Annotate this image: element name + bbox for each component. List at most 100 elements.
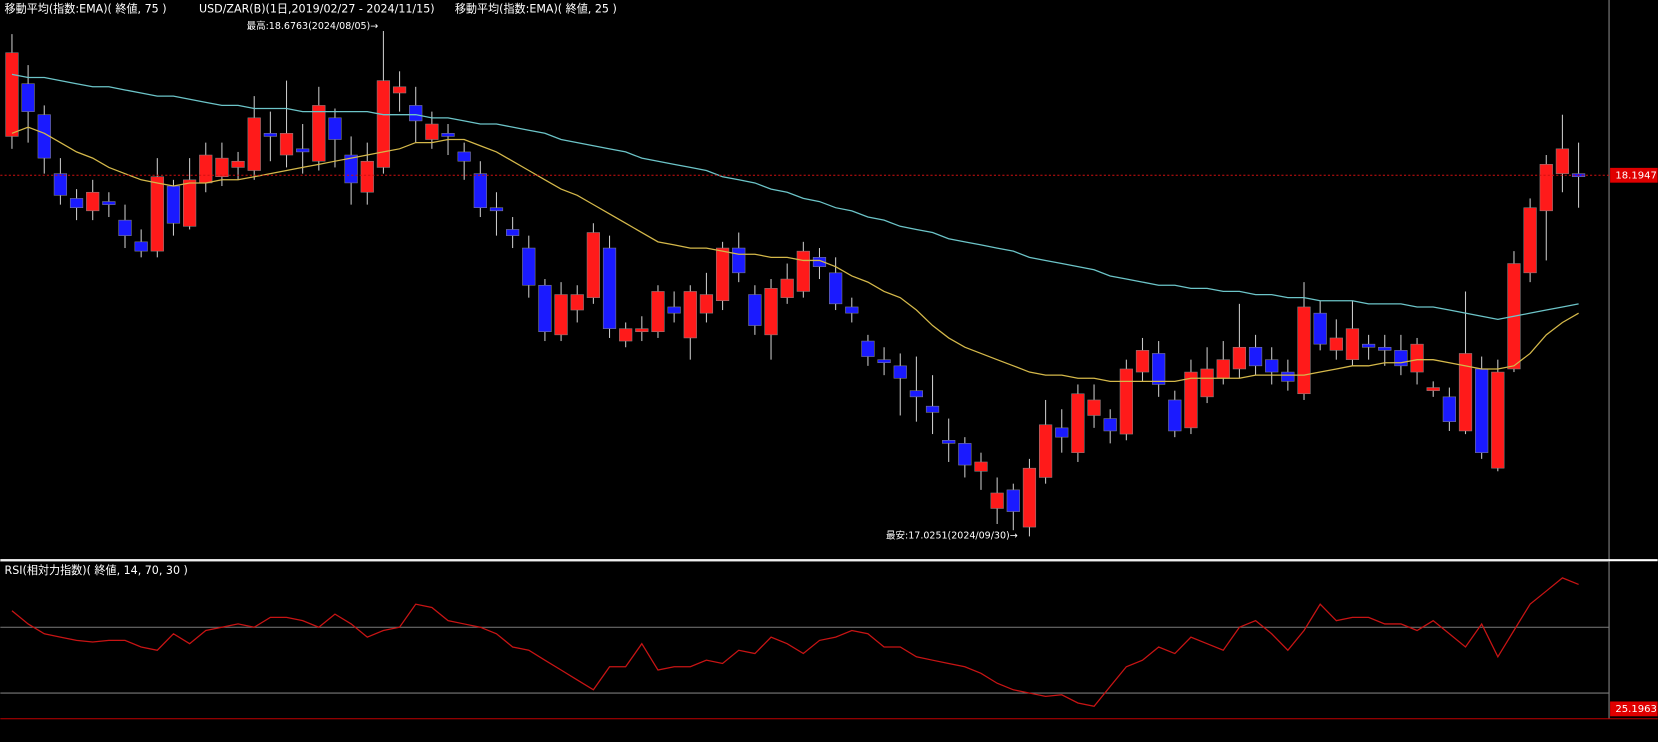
candle-body <box>715 247 730 302</box>
candle-body <box>619 328 633 342</box>
marks-layer <box>0 31 1658 717</box>
ema-line <box>11 73 1579 320</box>
candle-body <box>1394 350 1408 367</box>
candle-body <box>958 443 972 466</box>
candle-body <box>667 306 681 314</box>
candle-body <box>1362 343 1376 348</box>
candle-body <box>247 117 261 171</box>
candle-body <box>699 294 714 314</box>
candle-body <box>183 179 197 227</box>
candle-body <box>861 340 875 357</box>
ema75-legend: 移動平均(指数:EMA)( 終値, 75 ) <box>5 2 167 16</box>
candle-body <box>166 185 181 224</box>
candle-body <box>780 278 794 298</box>
candle-body <box>570 294 584 311</box>
candle-body <box>1216 359 1230 379</box>
candle-body <box>845 306 859 314</box>
candle-body <box>1313 312 1327 345</box>
candle-body <box>215 157 229 177</box>
candle-body <box>1539 164 1553 212</box>
candle-body <box>1555 148 1570 174</box>
candle-body <box>69 198 84 208</box>
candle-body <box>1458 353 1473 432</box>
candle-body <box>1038 424 1053 478</box>
candle-body <box>231 160 245 168</box>
current-price-box <box>1610 167 1658 183</box>
candle-body <box>118 219 132 236</box>
candle-body <box>312 105 326 162</box>
candle-body <box>1523 207 1537 274</box>
candle-body <box>877 359 891 364</box>
candle-body <box>942 440 956 444</box>
candle-body <box>602 247 617 329</box>
candle-body <box>1232 346 1247 370</box>
candle-body <box>425 123 439 140</box>
candle-body <box>1006 489 1020 512</box>
candle-body <box>732 247 746 274</box>
chart-title: USD/ZAR(B)(1日,2019/02/27 - 2024/11/15) <box>199 3 435 16</box>
candle-body <box>150 176 164 252</box>
candle-body <box>748 294 762 326</box>
candle-body <box>1184 371 1198 429</box>
candle-body <box>1152 353 1166 385</box>
candle-body <box>102 201 116 205</box>
candle-body <box>1119 368 1133 435</box>
candle-body <box>279 133 294 156</box>
candle-body <box>522 247 536 286</box>
candle-body <box>199 154 213 184</box>
candle-body <box>893 365 907 379</box>
candle-body <box>328 117 342 140</box>
grid-layer <box>0 560 1610 694</box>
candle-body <box>489 207 504 212</box>
high-annotation: 最高:18.6763(2024/08/05)→ <box>247 20 379 32</box>
low-annotation: 最安:17.0251(2024/09/30)→ <box>886 530 1018 541</box>
candle-body <box>263 133 277 137</box>
rsi-value-box <box>1610 701 1658 717</box>
candle-body <box>1329 337 1343 351</box>
candle-body <box>1071 393 1085 453</box>
candle-body <box>506 229 520 236</box>
candle-body <box>441 133 455 137</box>
candle-body <box>344 154 358 184</box>
candle-body <box>392 86 407 94</box>
candle-body <box>683 291 697 339</box>
candle-body <box>457 151 471 162</box>
rsi-title: RSI(相対力指数)( 終値, 14, 70, 30 ) <box>5 563 188 577</box>
rsi-value-label: 25.1963 <box>1615 704 1656 715</box>
candle-body <box>538 284 552 333</box>
candle-body <box>1475 368 1489 453</box>
candle-body <box>360 160 374 193</box>
candle-body <box>1297 306 1311 395</box>
candle-body <box>1135 350 1150 373</box>
candle-body <box>1248 346 1263 367</box>
candle-body <box>21 83 35 112</box>
candle-body <box>86 191 100 212</box>
current-price-label: 18.1947 <box>1615 170 1656 181</box>
candle-body <box>296 148 310 153</box>
candle-body <box>796 250 810 292</box>
candle-body <box>829 272 843 305</box>
candle-body <box>1378 346 1392 351</box>
candle-body <box>586 232 600 298</box>
candle-body <box>134 241 148 252</box>
candle-body <box>1200 368 1214 398</box>
candle-body <box>1410 343 1424 373</box>
candle-body <box>554 294 568 336</box>
candle-body <box>1281 371 1295 382</box>
candle-body <box>764 288 778 336</box>
candle-body <box>409 105 423 122</box>
candle-body <box>812 257 827 267</box>
candle-body <box>1087 399 1101 416</box>
candle-body <box>376 80 391 168</box>
candle-body <box>651 291 665 333</box>
candle-body <box>1265 359 1279 373</box>
candle-body <box>909 390 923 398</box>
candle-body <box>974 461 988 472</box>
ema-line <box>11 126 1579 382</box>
candle-body <box>1022 467 1037 528</box>
candle-body <box>5 52 19 137</box>
candle-body <box>635 328 649 333</box>
